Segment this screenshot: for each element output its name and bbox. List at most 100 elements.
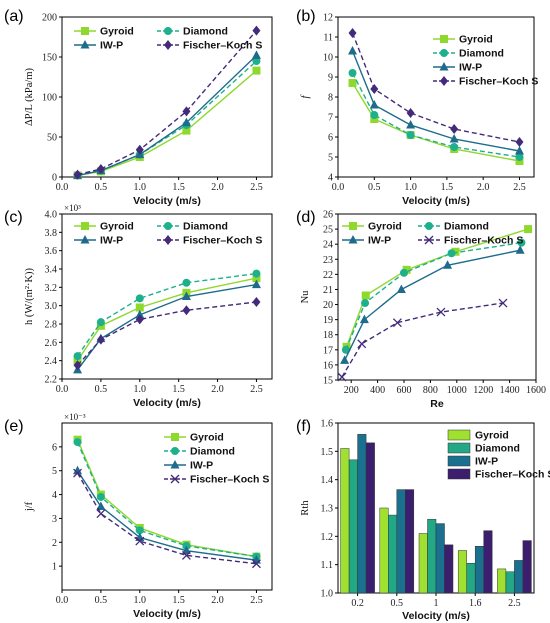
panel-c-ytick-label: 2.4 xyxy=(45,356,58,367)
panel-d-series-line xyxy=(343,249,521,361)
panel-b-xlabel: Velocity (m/s) xyxy=(402,195,470,207)
panel-d-frame xyxy=(337,213,537,381)
panel-b-data-point xyxy=(515,153,524,161)
panel-c-xtick-label: 2.0 xyxy=(211,384,224,395)
panel-d-data-point xyxy=(361,291,370,300)
panel-e-legend-label: Gyroid xyxy=(190,432,224,444)
panel-b-frame xyxy=(337,16,535,178)
panel-f-legend-swatch xyxy=(447,442,471,454)
panel-a-data-point xyxy=(135,144,144,155)
panel-b-series-line xyxy=(351,50,520,152)
panel-a-legend-label: Gyroid xyxy=(100,26,134,38)
panel-d-data-point xyxy=(359,314,369,324)
panel-f-category-label: 1.6 xyxy=(469,598,482,609)
panel-a-legend-marker xyxy=(164,27,172,35)
panel-a-data-point xyxy=(96,164,105,174)
panel-a-data-point xyxy=(181,117,191,127)
panel-d-legend-marker xyxy=(348,235,358,244)
panel-c-ytick-label: 2.8 xyxy=(45,320,58,331)
panel-f-ylabel: Rth xyxy=(300,500,311,516)
panel-d-ytick-label: 26 xyxy=(323,210,333,221)
panel-f-legend-label: Diamond xyxy=(475,443,520,455)
panel-d-ylabel: Nu xyxy=(300,290,311,304)
panel-f-bar xyxy=(396,489,406,594)
panel-c-data-point xyxy=(251,279,261,289)
panel-a-xtick-label: 1.5 xyxy=(172,182,185,193)
panel-d-data-point xyxy=(498,298,508,308)
panel-d-data-point xyxy=(402,265,411,274)
panel-a-series-line xyxy=(77,60,257,177)
panel-f-legend-swatch xyxy=(447,455,471,467)
panel-e-legend-marker xyxy=(170,460,180,469)
panel-d-label: (d) xyxy=(296,209,316,226)
panel-a-data-point xyxy=(252,66,261,75)
panel-a-ytick-label: 50 xyxy=(47,133,57,144)
panel-a-data-point xyxy=(182,106,191,117)
panel-d-series-line xyxy=(345,228,529,348)
panel-d-data-point xyxy=(337,372,347,382)
panel-a-legend-label: IW-P xyxy=(100,40,123,52)
panel-a-data-point xyxy=(252,57,261,65)
panel-b-ytick-label: 6 xyxy=(328,133,333,144)
panel-f-ytick-label: 1.0 xyxy=(321,589,334,600)
panel-d-xtick-label: 1000 xyxy=(447,385,467,396)
panel-f-category-label: 2.5 xyxy=(508,598,521,609)
panel-e-data-point xyxy=(96,501,106,510)
panel-c-legend-label: Diamond xyxy=(183,221,228,233)
panel-c-legend-label: IW-P xyxy=(100,235,123,247)
panel-b-data-point xyxy=(406,131,415,139)
panel-f-ytick-label: 1.5 xyxy=(321,447,334,458)
panel-a-series-line xyxy=(77,54,257,177)
panel-b-xtick-label: 2.5 xyxy=(513,182,526,193)
panel-f-bar xyxy=(457,550,467,594)
panel-a-data-point xyxy=(251,50,261,59)
panel-e-ytick-label: 4 xyxy=(52,490,57,501)
panel-a-xtick-label: 0.0 xyxy=(56,182,69,193)
panel-a: 0.0 0.5 1.0 1.5 2.0 2.5 0 50 100 150 200 Velocity (… xyxy=(24,13,273,207)
panel-b-data-point xyxy=(348,46,358,55)
panel-d-data-point xyxy=(340,355,350,364)
panel-e-xtick-label: 2.0 xyxy=(211,595,224,606)
panel-f-bar xyxy=(444,544,454,594)
panel-d-legend-label: Gyroid xyxy=(368,221,402,233)
panel-b-xtick-label: 1.0 xyxy=(404,182,417,193)
panel-f-bar xyxy=(435,523,445,594)
panel-b-ytick-label: 4 xyxy=(328,173,333,184)
panel-b-ytick-label: 10 xyxy=(323,53,333,64)
panel-d-legend-label: Diamond xyxy=(444,221,489,233)
panel-c-legend-marker xyxy=(81,222,89,230)
panel-e-data-point xyxy=(73,465,83,475)
panel-f-category-label: 0.2 xyxy=(351,598,364,609)
panel-b-legend-marker xyxy=(440,35,448,43)
panel-f-bar xyxy=(365,442,375,594)
panel-c-xtick-label: 1.0 xyxy=(134,384,147,395)
panel-f-bar xyxy=(388,514,398,594)
panel-a-xlabel: Velocity (m/s) xyxy=(133,195,201,207)
panel-b-data-point xyxy=(348,79,357,87)
panel-c-series-line xyxy=(76,277,257,362)
panel-a-xtick-label: 1.0 xyxy=(134,182,147,193)
panel-b-xtick-label: 2.0 xyxy=(477,182,490,193)
panel-b-data-point xyxy=(450,124,459,134)
panel-e: 0.0 0.5 1.0 1.5 2.0 2.5 1 2 3 4 5 6 Velocity (m/s) j/… xyxy=(24,412,273,620)
panel-c-ytick-label: 2.2 xyxy=(45,375,58,386)
panel-b-ytick-label: 11 xyxy=(323,33,333,44)
panel-a-xtick-label: 2.5 xyxy=(250,182,263,193)
panel-e-legend-label: Fischer–Koch S xyxy=(190,474,269,486)
panel-e-legend-marker xyxy=(171,433,179,441)
panel-b-legend-label: Diamond xyxy=(459,48,504,60)
panel-e-data-point xyxy=(181,545,191,555)
panel-d-data-point xyxy=(357,339,367,349)
panel-c-data-point xyxy=(73,360,82,371)
panel-d-data-point xyxy=(517,238,526,247)
panel-c-legend-label: Fischer–Koch S xyxy=(183,235,262,247)
panel-b-legend-label: IW-P xyxy=(459,62,482,74)
panel-d-xtick-label: 1600 xyxy=(526,385,546,396)
panel-d-xtick-label: 800 xyxy=(423,385,438,396)
panel-d-data-point xyxy=(515,245,525,254)
panel-d-data-point xyxy=(361,299,370,308)
panel-f-label: (f) xyxy=(296,418,311,435)
panel-e-data-point xyxy=(251,559,261,569)
panel-b-data-point xyxy=(406,120,416,129)
panel-c-data-point xyxy=(135,309,145,319)
